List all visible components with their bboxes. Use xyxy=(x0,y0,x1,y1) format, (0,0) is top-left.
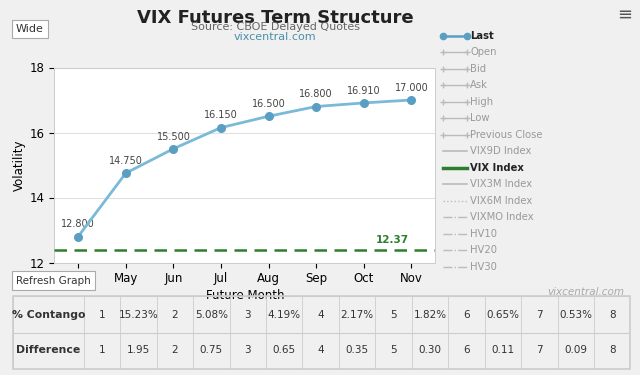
Text: 16.500: 16.500 xyxy=(252,99,285,109)
Text: Low: Low xyxy=(470,113,490,123)
X-axis label: Future Month: Future Month xyxy=(205,290,284,302)
Text: 16.910: 16.910 xyxy=(347,86,381,96)
Text: 8: 8 xyxy=(609,310,616,320)
Text: VIX9D Index: VIX9D Index xyxy=(470,146,532,156)
Text: 1: 1 xyxy=(99,345,106,355)
Text: 0.65%: 0.65% xyxy=(486,310,520,320)
Text: 16.800: 16.800 xyxy=(300,89,333,99)
Text: 4: 4 xyxy=(317,345,324,355)
Text: VIX6M Index: VIX6M Index xyxy=(470,196,532,206)
Text: 1: 1 xyxy=(99,310,106,320)
Text: 0.09: 0.09 xyxy=(564,345,588,355)
Text: vixcentral.com: vixcentral.com xyxy=(547,287,624,297)
Text: 17.000: 17.000 xyxy=(394,83,428,93)
Text: 0.35: 0.35 xyxy=(346,345,369,355)
Text: High: High xyxy=(470,97,493,106)
Text: Source: CBOE Delayed Quotes: Source: CBOE Delayed Quotes xyxy=(191,22,360,32)
Text: VIX Index: VIX Index xyxy=(470,163,524,172)
Text: HV20: HV20 xyxy=(470,245,497,255)
Text: 1.95: 1.95 xyxy=(127,345,150,355)
Text: 4: 4 xyxy=(317,310,324,320)
Text: 2: 2 xyxy=(172,345,178,355)
Text: Last: Last xyxy=(470,31,494,40)
Text: Previous Close: Previous Close xyxy=(470,130,543,140)
Text: 2: 2 xyxy=(172,310,178,320)
Text: 0.53%: 0.53% xyxy=(559,310,592,320)
Text: vixcentral.com: vixcentral.com xyxy=(234,32,317,42)
Text: 0.65: 0.65 xyxy=(273,345,296,355)
Text: 15.500: 15.500 xyxy=(156,132,190,142)
Text: 0.75: 0.75 xyxy=(200,345,223,355)
Text: 0.11: 0.11 xyxy=(492,345,515,355)
Y-axis label: Volatility: Volatility xyxy=(13,139,26,191)
Text: 12.800: 12.800 xyxy=(61,219,95,230)
Text: Difference: Difference xyxy=(16,345,81,355)
Text: 15.23%: 15.23% xyxy=(118,310,158,320)
Text: 14.750: 14.750 xyxy=(109,156,143,166)
Text: VIX3M Index: VIX3M Index xyxy=(470,179,532,189)
Text: Open: Open xyxy=(470,47,497,57)
Text: Refresh Graph: Refresh Graph xyxy=(16,276,91,286)
Text: % Contango: % Contango xyxy=(12,310,85,320)
Text: 5.08%: 5.08% xyxy=(195,310,228,320)
Text: 4.19%: 4.19% xyxy=(268,310,301,320)
Text: VIXMO Index: VIXMO Index xyxy=(470,212,534,222)
Text: 7: 7 xyxy=(536,310,543,320)
Text: 5: 5 xyxy=(390,310,397,320)
Text: 5: 5 xyxy=(390,345,397,355)
Text: Bid: Bid xyxy=(470,64,486,74)
Text: 2.17%: 2.17% xyxy=(340,310,374,320)
Text: 8: 8 xyxy=(609,345,616,355)
Text: 1.82%: 1.82% xyxy=(413,310,447,320)
Text: Wide: Wide xyxy=(16,24,44,34)
Text: Ask: Ask xyxy=(470,80,488,90)
Text: 6: 6 xyxy=(463,345,470,355)
Text: 12.37: 12.37 xyxy=(376,235,409,244)
Text: 16.150: 16.150 xyxy=(204,111,238,120)
Text: HV30: HV30 xyxy=(470,262,497,272)
Text: 0.30: 0.30 xyxy=(419,345,442,355)
Text: ≡: ≡ xyxy=(617,6,632,24)
Text: 3: 3 xyxy=(244,345,251,355)
Text: 6: 6 xyxy=(463,310,470,320)
Text: 7: 7 xyxy=(536,345,543,355)
Text: HV10: HV10 xyxy=(470,229,497,238)
Text: 3: 3 xyxy=(244,310,251,320)
Text: VIX Futures Term Structure: VIX Futures Term Structure xyxy=(137,9,413,27)
